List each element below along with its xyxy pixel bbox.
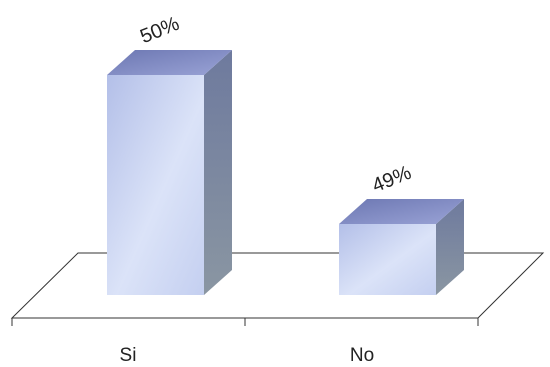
bar-front-face [339, 224, 436, 295]
bar-no [339, 199, 464, 295]
data-label: 49% [369, 162, 415, 197]
bar-top-face [107, 50, 232, 75]
floor-plane [10, 252, 545, 319]
bar-front-face [107, 75, 204, 295]
data-label: 50% [137, 13, 183, 48]
bars-group [107, 50, 464, 295]
bar-top-face [339, 199, 464, 224]
bar-side-face [436, 199, 464, 295]
bar-si [107, 50, 232, 295]
category-label: Si [120, 345, 137, 366]
bar-side-face [204, 50, 232, 295]
category-label: No [350, 345, 374, 366]
